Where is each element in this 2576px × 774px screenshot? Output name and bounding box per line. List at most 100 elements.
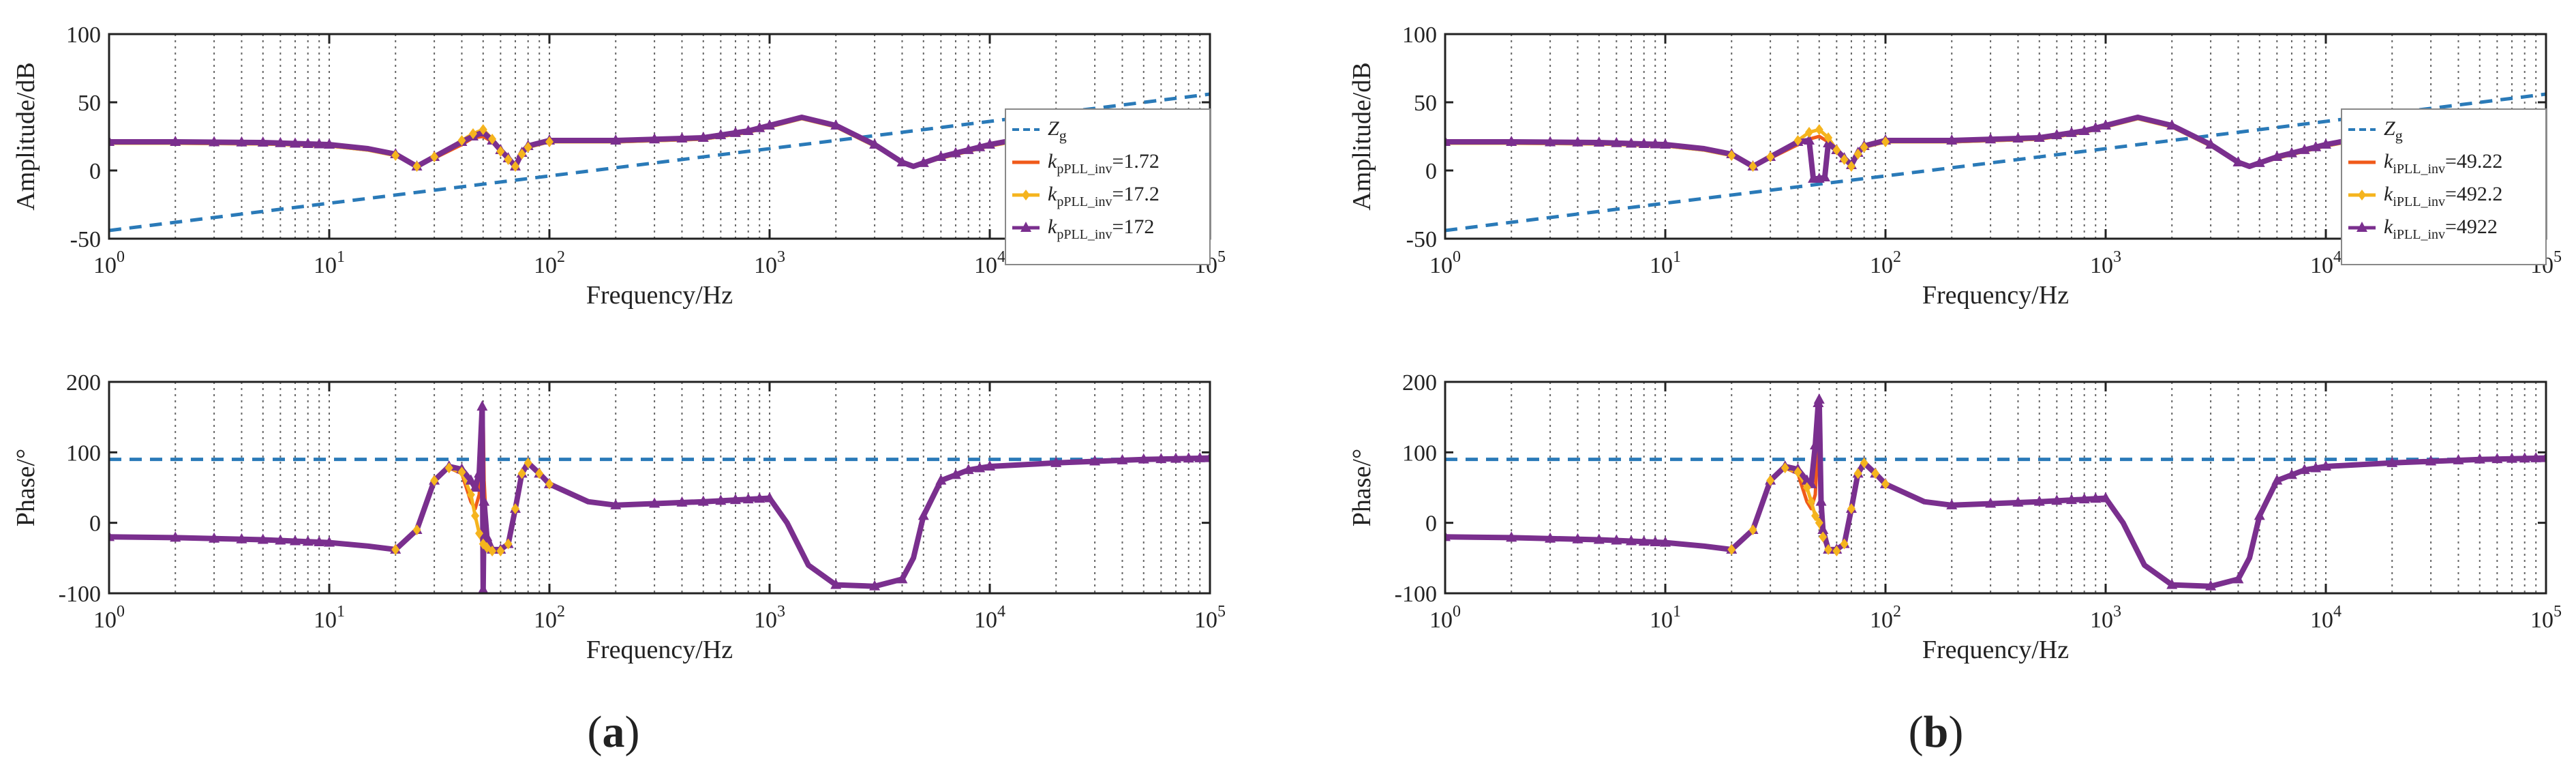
legend-value: =1.72 — [1112, 150, 1159, 173]
x-tick-exp: 1 — [1673, 248, 1681, 266]
x-tick-label: 104 — [2310, 248, 2342, 278]
marker-diamond — [1815, 517, 1823, 529]
marker-triangle — [2506, 452, 2517, 463]
marker-diamond — [1804, 127, 1813, 138]
series-line-2 — [1445, 456, 2546, 589]
y-tick-label: -100 — [59, 582, 101, 607]
marker-triangle — [1660, 138, 1671, 149]
legend-swatch-triangle — [2357, 222, 2367, 232]
marker-triangle — [2205, 138, 2217, 149]
legend-label-zg: Zg — [1048, 117, 1067, 144]
marker-triangle — [896, 156, 908, 166]
legend-value: =172 — [1112, 215, 1154, 238]
x-axis-label: Frequency/Hz — [1922, 281, 2069, 310]
y-tick-label: 50 — [1414, 91, 1437, 116]
marker-triangle — [1819, 171, 1830, 181]
x-tick-base: 10 — [93, 253, 117, 278]
marker-triangle — [2166, 578, 2178, 589]
x-tick-label: 101 — [1650, 248, 1681, 278]
marker-diamond — [1811, 510, 1820, 522]
x-tick-exp: 2 — [1893, 603, 1901, 621]
x-tick-exp: 1 — [1673, 603, 1681, 621]
legend-k: k — [1048, 183, 1057, 205]
marker-triangle — [2271, 474, 2283, 485]
marker-triangle — [2286, 147, 2297, 158]
marker-triangle — [289, 137, 301, 148]
x-tick-exp: 5 — [1217, 248, 1226, 266]
marker-triangle — [2320, 460, 2331, 471]
marker-triangle — [476, 400, 488, 411]
y-axis-label: Amplitude/dB — [1348, 62, 1376, 210]
marker-diamond — [1727, 544, 1736, 555]
marker-diamond — [1807, 496, 1816, 507]
marker-triangle — [2012, 132, 2024, 143]
marker-triangle — [2491, 453, 2503, 464]
marker-triangle — [302, 138, 314, 149]
x-axis-label: Frequency/Hz — [586, 636, 733, 664]
marker-triangle — [1638, 138, 1650, 149]
x-tick-label: 104 — [974, 248, 1005, 278]
legend-sub: iPLL_inv — [2393, 162, 2445, 177]
marker-diamond — [488, 546, 497, 556]
marker-diamond — [479, 124, 487, 135]
legend-label: kpPLL_inv=1.72 — [1048, 150, 1160, 177]
marker-triangle — [2530, 451, 2542, 462]
marker-triangle — [1625, 137, 1637, 148]
marker-diamond — [511, 161, 519, 172]
x-tick-exp: 2 — [1893, 248, 1901, 266]
marker-triangle — [729, 494, 741, 505]
marker-triangle — [275, 136, 286, 147]
marker-triangle — [1817, 524, 1829, 534]
y-tick-label: -50 — [1406, 227, 1437, 252]
x-tick-exp: 1 — [337, 603, 345, 621]
marker-diamond — [517, 468, 526, 479]
marker-triangle — [984, 460, 995, 471]
x-tick-label: 100 — [1429, 248, 1461, 278]
marker-triangle — [974, 140, 986, 151]
marker-triangle — [1650, 535, 1661, 546]
x-tick-exp: 5 — [2554, 603, 2562, 621]
marker-triangle — [935, 151, 947, 161]
y-tick-label: 100 — [1402, 441, 1437, 466]
marker-triangle — [2051, 494, 2063, 505]
marker-diamond — [488, 134, 497, 145]
marker-triangle — [474, 467, 485, 478]
marker-diamond — [524, 457, 532, 468]
marker-triangle — [1445, 531, 1451, 541]
legend-k: k — [2384, 183, 2393, 205]
marker-triangle — [1204, 451, 1210, 462]
marker-triangle — [302, 535, 314, 546]
marker-triangle — [1650, 138, 1661, 149]
x-tick-base: 10 — [534, 253, 557, 278]
x-tick-exp: 0 — [117, 248, 125, 266]
y-tick-label: 0 — [1425, 511, 1437, 537]
marker-diamond — [1881, 478, 1890, 490]
marker-diamond — [1853, 468, 1862, 479]
marker-triangle — [470, 481, 481, 492]
marker-triangle — [1572, 533, 1584, 544]
marker-diamond — [457, 135, 466, 146]
marker-triangle — [2254, 509, 2265, 520]
marker-triangle — [1593, 533, 1605, 544]
marker-triangle — [610, 498, 622, 509]
marker-triangle — [742, 493, 754, 504]
marker-diamond — [1748, 161, 1757, 172]
x-tick-exp: 4 — [997, 603, 1005, 621]
x-tick-base: 10 — [1650, 253, 1673, 278]
x-tick-base: 10 — [974, 608, 997, 633]
marker-triangle — [896, 573, 908, 584]
marker-diamond — [535, 468, 544, 479]
marker-triangle — [610, 134, 622, 145]
marker-triangle — [1117, 453, 1128, 464]
marker-triangle — [1194, 451, 1206, 462]
marker-triangle — [2065, 494, 2077, 505]
x-tick-base: 10 — [1650, 608, 1673, 633]
x-tick-base: 10 — [2310, 253, 2333, 278]
marker-triangle — [2474, 453, 2485, 464]
marker-triangle — [2078, 493, 2090, 504]
marker-diamond — [1793, 466, 1802, 478]
marker-triangle — [715, 494, 727, 505]
legend-label: kpPLL_inv=17.2 — [1048, 183, 1160, 209]
marker-triangle — [2205, 580, 2217, 591]
